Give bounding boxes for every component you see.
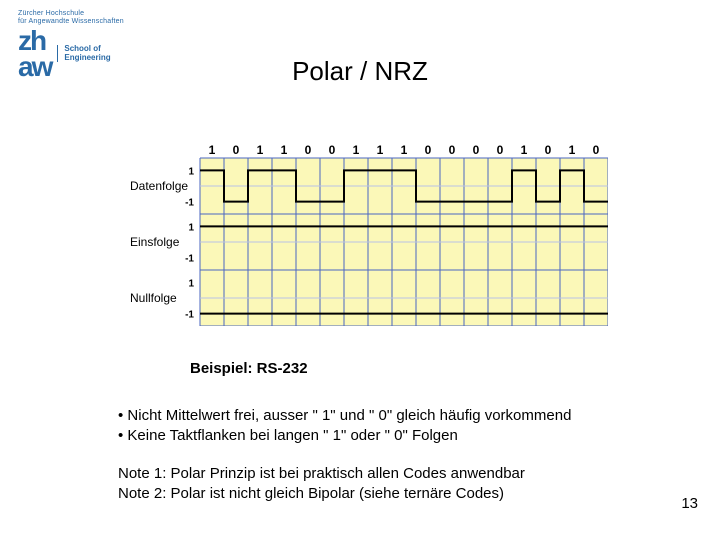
page-title: Polar / NRZ [0,56,720,87]
svg-text:0: 0 [593,143,600,157]
bullet-item: • Nicht Mittelwert frei, ausser " 1" und… [118,406,571,426]
svg-text:Einsfolge: Einsfolge [130,235,180,249]
svg-text:1: 1 [401,143,408,157]
bullet-list: • Nicht Mittelwert frei, ausser " 1" und… [118,406,571,445]
note-line: Note 2: Polar ist nicht gleich Bipolar (… [118,484,525,504]
timing-chart: 10110011100001010Datenfolge1-1Einsfolge1… [130,140,608,326]
svg-text:-1: -1 [185,254,194,265]
bullet-item: • Keine Taktflanken bei langen " 1" oder… [118,426,571,446]
svg-text:-1: -1 [185,310,194,321]
svg-text:1: 1 [188,166,194,177]
svg-text:0: 0 [497,143,504,157]
svg-text:1: 1 [521,143,528,157]
svg-text:0: 0 [545,143,552,157]
svg-text:1: 1 [209,143,216,157]
logo-tagline-1: Zürcher Hochschule [18,10,178,18]
svg-text:1: 1 [281,143,288,157]
svg-text:0: 0 [305,143,312,157]
svg-text:1: 1 [257,143,264,157]
svg-text:1: 1 [188,278,194,289]
svg-text:-1: -1 [185,198,194,209]
svg-text:0: 0 [425,143,432,157]
svg-text:Datenfolge: Datenfolge [130,179,188,193]
example-label: Beispiel: RS-232 [190,360,308,377]
svg-text:1: 1 [569,143,576,157]
svg-text:1: 1 [188,222,194,233]
svg-text:Nullfolge: Nullfolge [130,291,177,305]
svg-text:0: 0 [233,143,240,157]
svg-text:0: 0 [449,143,456,157]
notes-block: Note 1: Polar Prinzip ist bei praktisch … [118,464,525,503]
logo-tagline-2: für Angewandte Wissenschaften [18,18,178,26]
svg-text:1: 1 [377,143,384,157]
page-number: 13 [681,495,698,512]
svg-text:0: 0 [473,143,480,157]
svg-text:1: 1 [353,143,360,157]
note-line: Note 1: Polar Prinzip ist bei praktisch … [118,464,525,484]
svg-text:0: 0 [329,143,336,157]
